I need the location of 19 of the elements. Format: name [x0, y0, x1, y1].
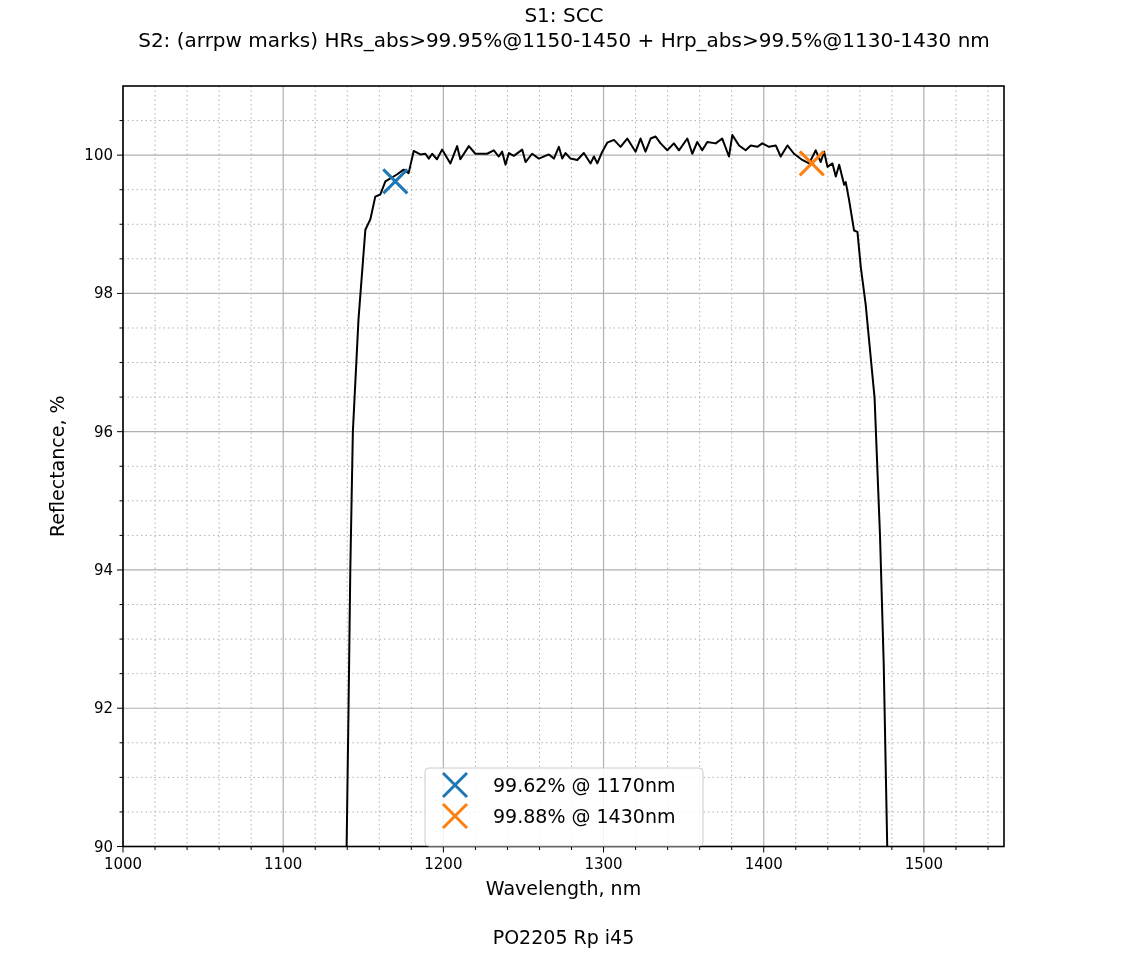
x-tick-label: 1100	[264, 854, 303, 873]
legend-label: 99.88% @ 1430nm	[493, 805, 676, 827]
x-tick-label: 1400	[744, 854, 783, 873]
x-tick-label: 1000	[103, 854, 143, 873]
legend-label: 99.62% @ 1170nm	[493, 774, 676, 796]
x-tick-label: 1500	[904, 854, 943, 873]
x-axis-title: Wavelength, nm	[485, 876, 642, 899]
y-tick-label: 98	[93, 284, 113, 303]
y-tick-label: 100	[84, 146, 113, 165]
chart-title: S1: SCC	[524, 3, 604, 27]
y-tick-label: 94	[93, 560, 113, 579]
y-tick-label: 96	[93, 422, 113, 441]
chart-subtitle: S2: (arrpw marks) HRs_abs>99.95%@1150-1450 + Hrp_abs>99.5%@1130-1430 nm	[138, 28, 990, 52]
x-tick-label: 1200	[424, 854, 463, 873]
text: PO2205 Rp i45	[492, 926, 635, 948]
y-axis-title: Reflectance, %	[46, 395, 68, 538]
y-tick-label: 92	[93, 699, 113, 718]
x-tick-label: 1300	[584, 854, 623, 873]
y-tick-label: 90	[93, 837, 113, 856]
